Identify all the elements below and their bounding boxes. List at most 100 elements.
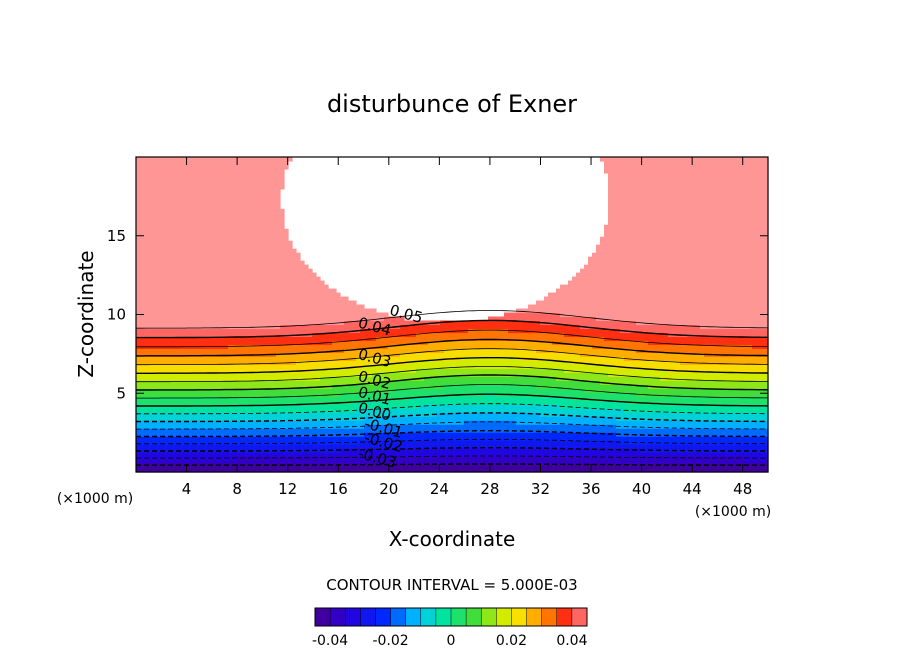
field-cell [380,408,385,413]
field-cell [680,412,685,417]
field-cell [472,360,477,365]
field-cell [720,444,725,449]
field-cell [624,460,629,465]
field-cell [448,452,453,457]
field-cell [404,436,409,441]
field-cell [212,424,217,429]
field-cell [764,392,769,397]
field-cell [260,452,265,457]
field-cell [564,360,569,365]
field-cell [188,436,193,441]
field-cell [492,456,497,461]
field-cell [396,436,401,441]
field-cell [604,412,609,417]
field-cell [272,464,277,469]
field-cell [212,416,217,421]
field-cell [312,416,317,421]
field-cell [620,416,625,421]
field-cell [744,444,749,449]
field-cell [320,440,325,445]
field-cell [416,464,421,469]
field-cell [344,464,349,469]
field-cell [572,388,577,393]
field-cell [284,404,289,409]
field-cell [200,384,205,389]
field-cell [616,464,621,469]
field-cell [432,388,437,393]
field-cell [632,468,637,473]
field-cell [300,348,305,353]
field-cell [580,380,585,385]
field-cell [716,436,721,441]
field-cell [164,380,169,385]
field-cell [152,384,157,389]
field-cell [308,444,313,449]
field-cell [728,444,733,449]
field-cell [708,404,713,409]
field-cell [692,424,697,429]
field-cell [204,440,209,445]
field-cell [692,364,697,369]
field-cell [272,460,277,465]
field-cell [612,460,617,465]
field-cell [420,448,425,453]
field-cell [376,392,381,397]
field-cell [668,408,673,413]
field-cell [468,436,473,441]
field-cell [472,344,477,349]
field-cell [324,344,329,349]
field-cell [160,392,165,397]
field-cell [464,440,469,445]
field-cell [524,376,529,381]
field-cell [540,360,545,365]
field-cell [708,440,713,445]
field-cell [500,408,505,413]
field-cell [472,440,477,445]
field-cell [760,348,765,353]
field-cell [692,404,697,409]
field-cell [700,372,705,377]
field-cell [280,436,285,441]
field-cell [652,360,657,365]
field-cell [216,348,221,353]
field-cell [492,416,497,421]
field-cell [380,392,385,397]
field-cell [672,464,677,469]
field-cell [560,432,565,437]
field-cell [376,372,381,377]
field-cell [504,448,509,453]
field-cell [652,388,657,393]
field-cell [392,452,397,457]
field-cell [340,344,345,349]
field-cell [436,404,441,409]
field-cell [212,452,217,457]
field-cell [524,400,529,405]
field-cell [736,380,741,385]
field-cell [200,360,205,365]
field-cell [576,356,581,361]
field-cell [372,412,377,417]
field-cell [740,404,745,409]
field-cell [140,372,145,377]
field-cell [728,416,733,421]
field-cell [560,348,565,353]
field-cell [428,368,433,373]
field-cell [244,456,249,461]
field-cell [372,452,377,457]
field-cell [548,404,553,409]
field-cell [360,444,365,449]
field-cell [360,464,365,469]
field-cell [388,440,393,445]
field-cell [496,396,501,401]
field-cell [308,392,313,397]
field-cell [760,440,765,445]
field-cell [408,452,413,457]
field-cell [468,460,473,465]
field-cell [288,428,293,433]
field-cell [320,444,325,449]
field-cell [524,432,529,437]
field-cell [708,400,713,405]
field-cell [160,352,165,357]
field-cell [660,444,665,449]
field-cell [388,396,393,401]
